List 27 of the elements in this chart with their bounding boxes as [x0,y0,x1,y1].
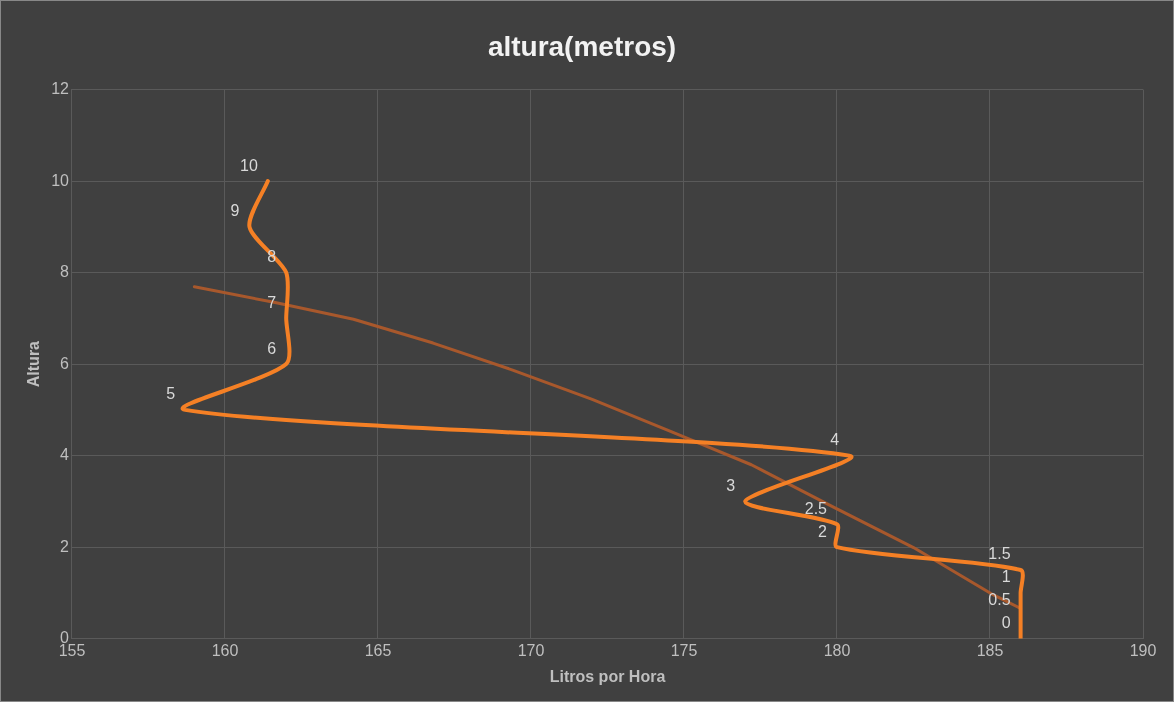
data-label: 2 [818,522,828,540]
data-label: 9 [230,202,240,220]
x-tick-label: 170 [517,641,545,659]
data-label: 0 [1001,614,1011,632]
data-label: 2.5 [804,499,828,517]
data-label: 3 [726,476,736,494]
chart-title: altura(metros) [487,30,677,62]
y-axis-title: Altura [25,340,43,388]
y-tick-label: 12 [51,80,70,98]
y-tick-label: 2 [60,537,70,555]
data-label: 6 [267,339,277,357]
x-tick-label: 190 [1129,641,1157,659]
x-tick-label: 165 [364,641,392,659]
data-label: 1 [1001,568,1011,586]
data-label: 4 [830,431,840,449]
data-label: 5 [166,385,176,403]
x-tick-label: 180 [823,641,851,659]
x-tick-label: 160 [211,641,239,659]
x-tick-label: 185 [976,641,1004,659]
x-axis-title: Litros por Hora [549,667,666,685]
y-tick-label: 8 [60,263,70,281]
data-label: 1.5 [988,545,1011,563]
y-tick-label: 10 [51,171,70,189]
x-tick-label: 175 [670,641,698,659]
y-tick-label: 4 [60,446,70,464]
data-label: 10 [240,156,258,174]
y-tick-label: 6 [60,354,70,372]
